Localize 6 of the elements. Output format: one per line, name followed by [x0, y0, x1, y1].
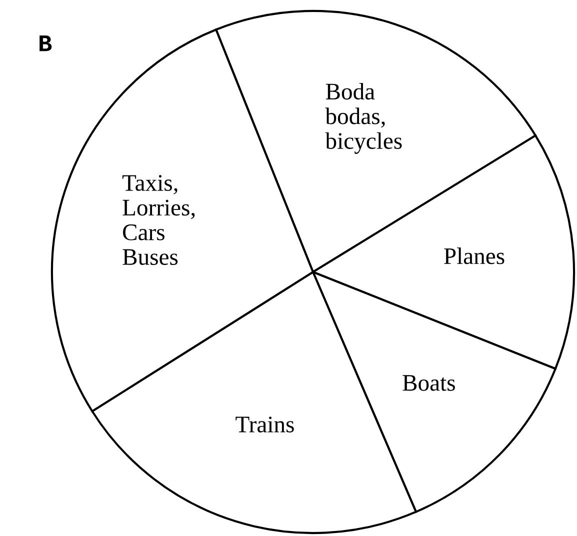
- slice-label: Planes: [444, 248, 504, 264]
- text: B: [40, 36, 52, 52]
- slice-label: Boda bodas, bicycles: [325, 82, 402, 154]
- slice-label: Boats: [402, 375, 455, 391]
- slice-label: Taxis, Lorries, Cars Buses: [122, 175, 195, 265]
- slice-label: Trains: [236, 416, 294, 432]
